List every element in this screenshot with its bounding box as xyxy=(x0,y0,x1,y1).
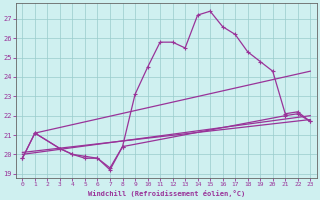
X-axis label: Windchill (Refroidissement éolien,°C): Windchill (Refroidissement éolien,°C) xyxy=(88,190,245,197)
